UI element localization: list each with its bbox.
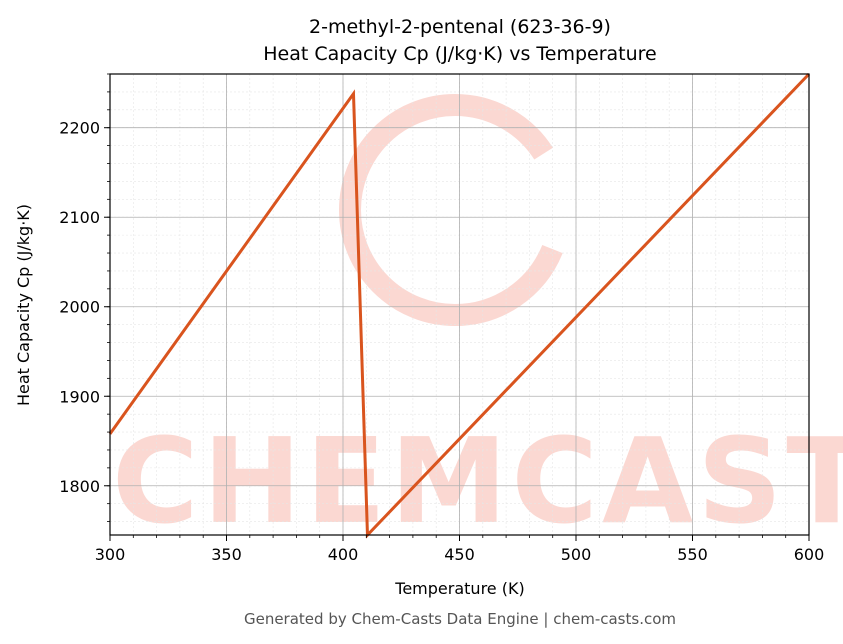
x-tick-label: 300	[95, 545, 126, 564]
watermark-text: CHEMCASTS	[112, 412, 843, 550]
x-axis-label: Temperature (K)	[394, 579, 524, 598]
y-axis-label: Heat Capacity Cp (J/kg·K)	[14, 204, 33, 406]
y-tick-label: 1800	[59, 477, 100, 496]
footer-credit: Generated by Chem-Casts Data Engine | ch…	[244, 610, 676, 628]
y-tick-label: 2200	[59, 119, 100, 138]
x-tick-label: 600	[794, 545, 825, 564]
chart-subtitle: Heat Capacity Cp (J/kg·K) vs Temperature	[263, 43, 657, 65]
series-layer	[108, 72, 811, 539]
axis-ticks: 300 350 400 450 500 550 600 1800 1900 2000 2100 220…	[59, 73, 825, 564]
y-tick-label: 1900	[59, 387, 100, 406]
y-tick-label: 2100	[59, 208, 100, 227]
watermark-logo: CHEMCASTS	[112, 94, 843, 550]
x-tick-label: 400	[328, 545, 359, 564]
y-tick-label: 2000	[59, 298, 100, 317]
x-tick-label: 500	[561, 545, 592, 564]
watermark-swirl	[339, 94, 571, 326]
x-tick-label: 450	[444, 545, 475, 564]
x-tick-label: 550	[677, 545, 708, 564]
x-tick-label: 350	[211, 545, 242, 564]
series-line	[108, 72, 811, 539]
chart-title: 2-methyl-2-pentenal (623-36-9)	[309, 16, 611, 38]
